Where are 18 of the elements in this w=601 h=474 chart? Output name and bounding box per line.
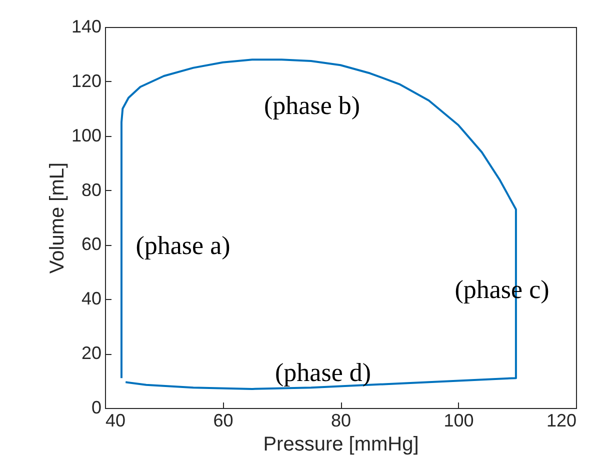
x-tick-label: 120 [546, 410, 576, 430]
y-axis-title: Volume [mL] [46, 162, 68, 274]
x-tick-label: 80 [330, 410, 352, 430]
y-tick-label: 120 [71, 70, 102, 91]
x-tick-label: 40 [106, 410, 126, 430]
y-tick-label: 40 [81, 288, 102, 309]
annotation: (phase b) [264, 91, 360, 120]
x-tick-label: 100 [444, 410, 474, 430]
annotation: (phase d) [274, 358, 372, 387]
y-tick-label: 100 [71, 125, 102, 146]
y-tick-label: 60 [81, 234, 102, 254]
y-tick-label: 20 [81, 343, 102, 364]
x-tick-label: 60 [213, 410, 234, 430]
y-tick-label: 0 [91, 398, 102, 418]
y-tick-label: 140 [71, 16, 102, 36]
annotation: (phase a) [136, 231, 230, 260]
y-tick-label: 80 [81, 180, 102, 200]
x-axis-title: Pressure [mmHg] [263, 434, 419, 456]
